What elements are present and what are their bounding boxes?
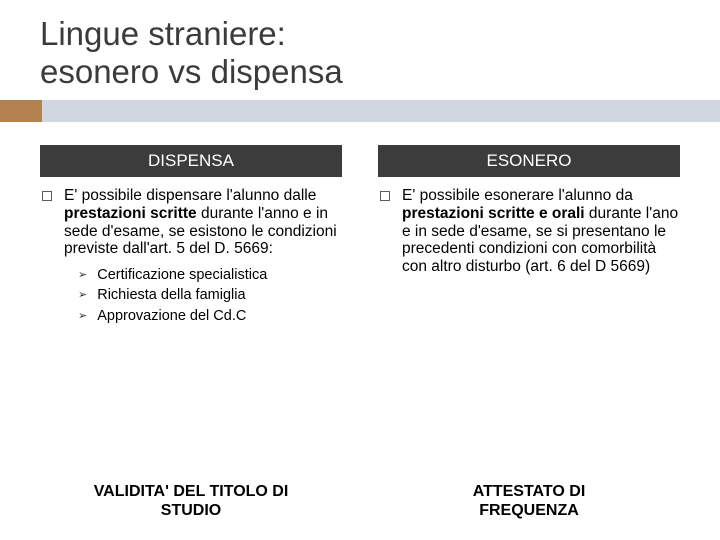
esonero-body: E' possibile esonerare l'alunno da prest…	[378, 187, 680, 276]
list-item: ➢ Approvazione del Cd.C	[78, 307, 342, 325]
sub-text: Richiesta della famiglia	[97, 286, 245, 304]
stripe-accent	[0, 100, 42, 122]
list-item: ➢ Richiesta della famiglia	[78, 286, 342, 304]
dispensa-text: E' possibile dispensare l'alunno dalle p…	[64, 187, 342, 258]
esonero-text: E' possibile esonerare l'alunno da prest…	[402, 187, 680, 276]
footer-line: FREQUENZA	[479, 502, 579, 519]
arrow-icon: ➢	[78, 269, 87, 283]
text-part: E' possibile esonerare l'alunno da	[402, 187, 633, 204]
text-bold: prestazioni scritte	[64, 205, 197, 222]
arrow-icon: ➢	[78, 289, 87, 303]
header-dispensa: DISPENSA	[40, 145, 342, 177]
accent-stripe	[0, 100, 720, 122]
footer-line: VALIDITA' DEL TITOLO DI	[94, 483, 289, 500]
list-item: ➢ Certificazione specialistica	[78, 266, 342, 284]
stripe-main	[42, 100, 720, 122]
footer-line: STUDIO	[161, 502, 221, 519]
column-left: DISPENSA E' possibile dispensare l'alunn…	[40, 145, 342, 520]
title-line1: Lingue straniere:	[40, 15, 286, 52]
columns: DISPENSA E' possibile dispensare l'alunn…	[40, 145, 680, 520]
column-right: ESONERO E' possibile esonerare l'alunno …	[378, 145, 680, 520]
text-bold: prestazioni scritte e orali	[402, 205, 585, 222]
esonero-footer: ATTESTATO DI FREQUENZA	[378, 483, 680, 520]
dispensa-sublist: ➢ Certificazione specialistica ➢ Richiesta…	[78, 266, 342, 324]
arrow-icon: ➢	[78, 310, 87, 324]
square-bullet-icon	[380, 191, 390, 201]
text-part: E' possibile dispensare l'alunno dalle	[64, 187, 316, 204]
slide: Lingue straniere: esonero vs dispensa DI…	[0, 0, 720, 540]
square-bullet-icon	[42, 191, 52, 201]
sub-text: Certificazione specialistica	[97, 266, 267, 284]
slide-title: Lingue straniere: esonero vs dispensa	[40, 15, 680, 91]
footer-line: ATTESTATO DI	[473, 483, 586, 500]
sub-text: Approvazione del Cd.C	[97, 307, 246, 325]
header-esonero: ESONERO	[378, 145, 680, 177]
dispensa-body: E' possibile dispensare l'alunno dalle p…	[40, 187, 342, 258]
dispensa-footer: VALIDITA' DEL TITOLO DI STUDIO	[40, 483, 342, 520]
title-line2: esonero vs dispensa	[40, 53, 343, 90]
